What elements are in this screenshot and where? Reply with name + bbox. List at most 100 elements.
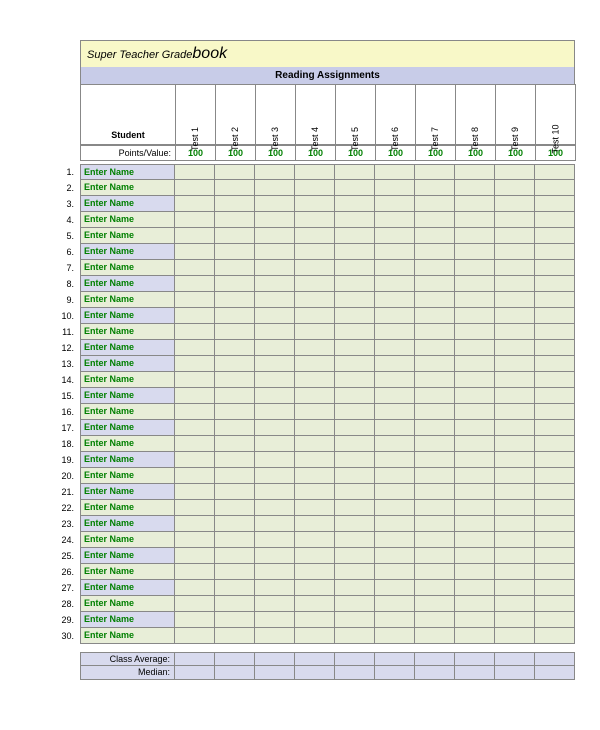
grade-cell[interactable] bbox=[455, 308, 495, 324]
grade-cell[interactable] bbox=[535, 292, 575, 308]
grade-cell[interactable] bbox=[255, 516, 295, 532]
grade-cell[interactable] bbox=[415, 212, 455, 228]
grade-cell[interactable] bbox=[535, 564, 575, 580]
grade-cell[interactable] bbox=[455, 420, 495, 436]
grade-cell[interactable] bbox=[215, 516, 255, 532]
grade-cell[interactable] bbox=[335, 244, 375, 260]
grade-cell[interactable] bbox=[415, 324, 455, 340]
grade-cell[interactable] bbox=[535, 452, 575, 468]
grade-cell[interactable] bbox=[335, 548, 375, 564]
grade-cell[interactable] bbox=[335, 340, 375, 356]
grade-cell[interactable] bbox=[295, 612, 335, 628]
grade-cell[interactable] bbox=[295, 452, 335, 468]
grade-cell[interactable] bbox=[495, 612, 535, 628]
grade-cell[interactable] bbox=[215, 420, 255, 436]
grade-cell[interactable] bbox=[175, 212, 215, 228]
grade-cell[interactable] bbox=[455, 468, 495, 484]
grade-cell[interactable] bbox=[255, 196, 295, 212]
grade-cell[interactable] bbox=[375, 276, 415, 292]
grade-cell[interactable] bbox=[335, 420, 375, 436]
grade-cell[interactable] bbox=[375, 580, 415, 596]
grade-cell[interactable] bbox=[375, 452, 415, 468]
grade-cell[interactable] bbox=[415, 388, 455, 404]
grade-cell[interactable] bbox=[415, 516, 455, 532]
grade-cell[interactable] bbox=[215, 436, 255, 452]
grade-cell[interactable] bbox=[295, 596, 335, 612]
grade-cell[interactable] bbox=[375, 196, 415, 212]
student-name-cell[interactable]: Enter Name bbox=[80, 452, 175, 468]
student-name-cell[interactable]: Enter Name bbox=[80, 212, 175, 228]
grade-cell[interactable] bbox=[415, 292, 455, 308]
grade-cell[interactable] bbox=[495, 388, 535, 404]
grade-cell[interactable] bbox=[455, 564, 495, 580]
grade-cell[interactable] bbox=[335, 260, 375, 276]
student-name-cell[interactable]: Enter Name bbox=[80, 260, 175, 276]
grade-cell[interactable] bbox=[295, 260, 335, 276]
grade-cell[interactable] bbox=[495, 404, 535, 420]
grade-cell[interactable] bbox=[455, 180, 495, 196]
grade-cell[interactable] bbox=[415, 628, 455, 644]
grade-cell[interactable] bbox=[495, 244, 535, 260]
grade-cell[interactable] bbox=[255, 564, 295, 580]
grade-cell[interactable] bbox=[415, 532, 455, 548]
grade-cell[interactable] bbox=[215, 244, 255, 260]
grade-cell[interactable] bbox=[415, 564, 455, 580]
grade-cell[interactable] bbox=[535, 260, 575, 276]
grade-cell[interactable] bbox=[455, 324, 495, 340]
grade-cell[interactable] bbox=[175, 324, 215, 340]
grade-cell[interactable] bbox=[215, 612, 255, 628]
grade-cell[interactable] bbox=[295, 308, 335, 324]
grade-cell[interactable] bbox=[295, 516, 335, 532]
grade-cell[interactable] bbox=[335, 516, 375, 532]
grade-cell[interactable] bbox=[295, 372, 335, 388]
grade-cell[interactable] bbox=[535, 628, 575, 644]
grade-cell[interactable] bbox=[335, 180, 375, 196]
grade-cell[interactable] bbox=[375, 516, 415, 532]
grade-cell[interactable] bbox=[255, 308, 295, 324]
grade-cell[interactable] bbox=[375, 468, 415, 484]
grade-cell[interactable] bbox=[295, 340, 335, 356]
grade-cell[interactable] bbox=[455, 372, 495, 388]
grade-cell[interactable] bbox=[295, 228, 335, 244]
grade-cell[interactable] bbox=[535, 164, 575, 180]
grade-cell[interactable] bbox=[415, 164, 455, 180]
grade-cell[interactable] bbox=[255, 500, 295, 516]
grade-cell[interactable] bbox=[495, 180, 535, 196]
grade-cell[interactable] bbox=[415, 548, 455, 564]
grade-cell[interactable] bbox=[375, 180, 415, 196]
grade-cell[interactable] bbox=[335, 484, 375, 500]
grade-cell[interactable] bbox=[375, 612, 415, 628]
grade-cell[interactable] bbox=[215, 308, 255, 324]
grade-cell[interactable] bbox=[455, 260, 495, 276]
grade-cell[interactable] bbox=[375, 292, 415, 308]
grade-cell[interactable] bbox=[255, 372, 295, 388]
grade-cell[interactable] bbox=[295, 628, 335, 644]
student-name-cell[interactable]: Enter Name bbox=[80, 388, 175, 404]
grade-cell[interactable] bbox=[535, 532, 575, 548]
grade-cell[interactable] bbox=[215, 276, 255, 292]
grade-cell[interactable] bbox=[255, 420, 295, 436]
grade-cell[interactable] bbox=[255, 596, 295, 612]
grade-cell[interactable] bbox=[455, 452, 495, 468]
grade-cell[interactable] bbox=[175, 388, 215, 404]
grade-cell[interactable] bbox=[495, 580, 535, 596]
grade-cell[interactable] bbox=[175, 484, 215, 500]
grade-cell[interactable] bbox=[215, 292, 255, 308]
grade-cell[interactable] bbox=[535, 324, 575, 340]
grade-cell[interactable] bbox=[335, 596, 375, 612]
grade-cell[interactable] bbox=[335, 564, 375, 580]
grade-cell[interactable] bbox=[495, 500, 535, 516]
grade-cell[interactable] bbox=[415, 196, 455, 212]
grade-cell[interactable] bbox=[215, 196, 255, 212]
grade-cell[interactable] bbox=[335, 164, 375, 180]
grade-cell[interactable] bbox=[495, 292, 535, 308]
grade-cell[interactable] bbox=[535, 180, 575, 196]
student-name-cell[interactable]: Enter Name bbox=[80, 516, 175, 532]
grade-cell[interactable] bbox=[455, 628, 495, 644]
student-name-cell[interactable]: Enter Name bbox=[80, 372, 175, 388]
grade-cell[interactable] bbox=[255, 468, 295, 484]
grade-cell[interactable] bbox=[215, 564, 255, 580]
grade-cell[interactable] bbox=[175, 436, 215, 452]
grade-cell[interactable] bbox=[175, 404, 215, 420]
grade-cell[interactable] bbox=[495, 372, 535, 388]
